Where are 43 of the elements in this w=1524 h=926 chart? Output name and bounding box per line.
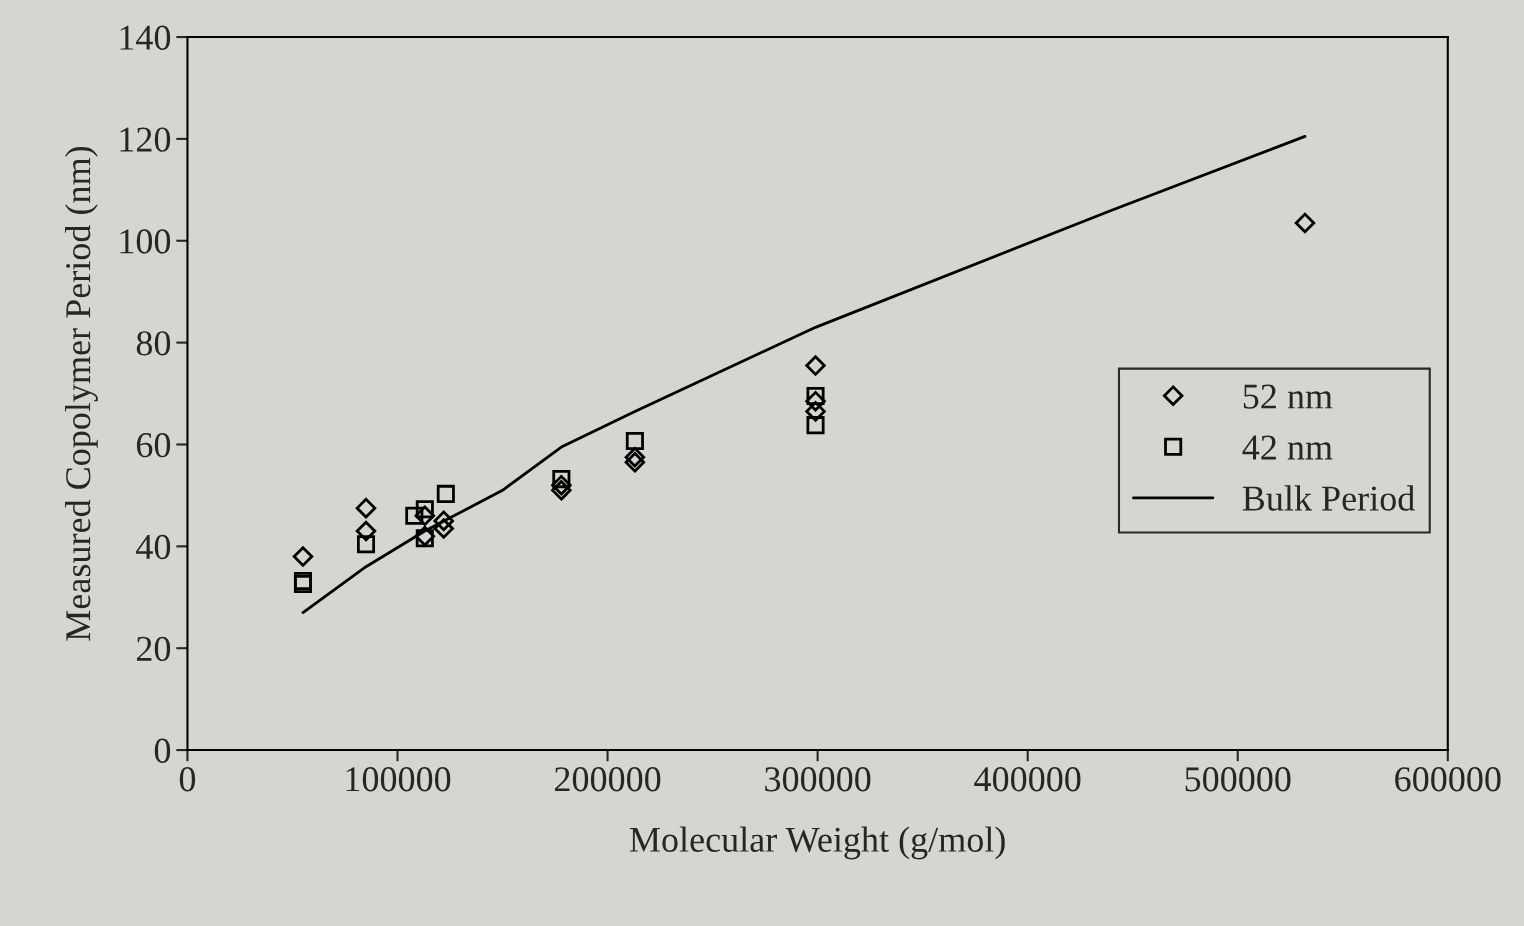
y-tick-label: 80 [136, 331, 171, 356]
point [433, 510, 454, 532]
point [414, 505, 436, 527]
x-tick-label: 0 [179, 767, 196, 792]
x-tick-label: 500000 [1185, 767, 1291, 792]
x-tick-label: 200000 [554, 767, 661, 792]
y-axis-title: Measured Copolymer Period (nm) [65, 146, 98, 641]
point [355, 497, 377, 519]
y-tick-label: 120 [120, 127, 171, 152]
legend-label: 42 nm [1242, 435, 1333, 460]
y-tick-label: 20 [136, 636, 171, 662]
y-tick-label: 60 [136, 432, 171, 458]
point [552, 470, 571, 489]
point [293, 571, 313, 590]
x-tick-label: 400000 [974, 767, 1081, 792]
legend-label: 52 nm [1243, 384, 1333, 409]
y-tick-label: 140 [120, 25, 171, 50]
point [805, 390, 826, 412]
point [551, 480, 572, 501]
x-tick-label: 100000 [346, 767, 451, 792]
point [433, 518, 454, 539]
legend-label: Bulk Period [1242, 485, 1415, 511]
y-tick-label: 100 [120, 229, 171, 254]
point [806, 416, 825, 435]
point [415, 500, 434, 519]
point [551, 474, 572, 496]
y-tick-label: 40 [136, 534, 171, 560]
point [356, 535, 376, 554]
point [293, 575, 313, 594]
x-tick-label: 600000 [1395, 767, 1501, 792]
point [1294, 212, 1316, 234]
x-axis-title: Molecular Weight (g/mol) [629, 826, 1005, 860]
point [805, 401, 826, 422]
point [355, 520, 377, 542]
point [805, 355, 826, 376]
point [625, 431, 644, 450]
x-tick-label: 300000 [765, 767, 871, 792]
y-tick-label: 0 [154, 738, 171, 763]
point [292, 546, 314, 567]
point [405, 506, 424, 525]
point [624, 452, 646, 473]
point [436, 484, 455, 503]
point [806, 387, 825, 406]
